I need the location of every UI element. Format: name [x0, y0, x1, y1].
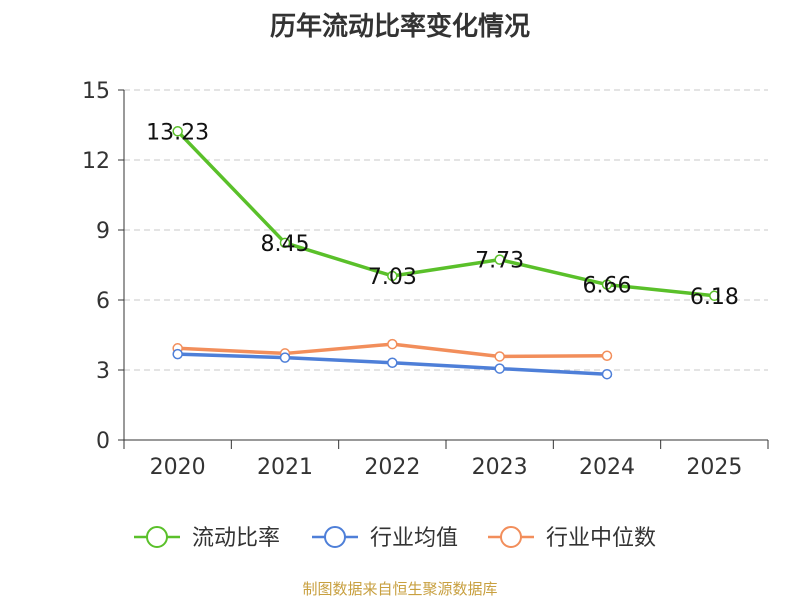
series-0 — [172, 126, 720, 302]
data-point — [494, 363, 505, 374]
y-tick-label: 0 — [96, 429, 110, 454]
data-label: 8.45 — [261, 232, 310, 257]
legend-marker — [146, 526, 168, 548]
data-point — [494, 351, 505, 362]
legend-item-2[interactable]: 行业中位数 — [488, 526, 656, 551]
data-point — [387, 338, 398, 350]
data-labels: 13.23 8.45 7.03 7.73 6.66 6.18 — [146, 120, 739, 309]
legend[interactable]: 流动比率 行业均值 行业中位数 — [134, 526, 656, 551]
data-label: 6.66 — [583, 274, 632, 299]
x-tick-label: 2024 — [579, 455, 635, 480]
y-tick-label: 3 — [96, 359, 110, 384]
legend-label: 行业中位数 — [546, 526, 656, 551]
series-1 — [172, 348, 613, 380]
data-label: 13.23 — [146, 120, 209, 145]
grid-lines — [124, 89, 768, 371]
data-point — [387, 357, 398, 369]
legend-label: 行业均值 — [370, 526, 458, 551]
data-point — [601, 368, 613, 380]
series-group — [172, 126, 720, 380]
x-tick-label: 2023 — [472, 455, 528, 480]
x-tick-label: 2021 — [257, 455, 313, 480]
data-point — [279, 352, 291, 363]
data-point — [279, 237, 291, 249]
data-label: 6.18 — [690, 285, 739, 310]
data-label: 7.03 — [368, 265, 417, 290]
legend-item-0[interactable]: 流动比率 — [134, 526, 280, 551]
data-point — [172, 348, 183, 360]
series-2 — [172, 338, 613, 362]
legend-marker — [500, 526, 522, 548]
data-point — [709, 290, 720, 302]
legend-label: 流动比率 — [192, 526, 280, 551]
data-point — [601, 279, 613, 290]
data-point — [387, 270, 398, 282]
x-tick-label: 2020 — [150, 455, 206, 480]
data-point — [601, 350, 613, 362]
x-tick-label: 2022 — [364, 455, 420, 480]
data-point — [494, 254, 505, 265]
y-tick-label: 12 — [82, 149, 110, 174]
data-point — [172, 126, 183, 137]
y-tick-label: 15 — [82, 79, 110, 104]
series-line — [176, 130, 715, 298]
y-tick-label: 6 — [96, 289, 110, 314]
y-tick-label: 9 — [96, 219, 110, 244]
legend-item-1[interactable]: 行业均值 — [312, 526, 458, 551]
axes: 0 3 6 9 12 15 2020 2021 2022 2023 2024 2025 — [82, 79, 769, 480]
chart-title: 历年流动比率变化情况 — [269, 12, 530, 42]
data-label: 7.73 — [475, 249, 524, 274]
legend-marker — [324, 526, 346, 548]
source-note: 制图数据来自恒生聚源数据库 — [302, 580, 498, 598]
x-tick-label: 2025 — [686, 455, 742, 480]
